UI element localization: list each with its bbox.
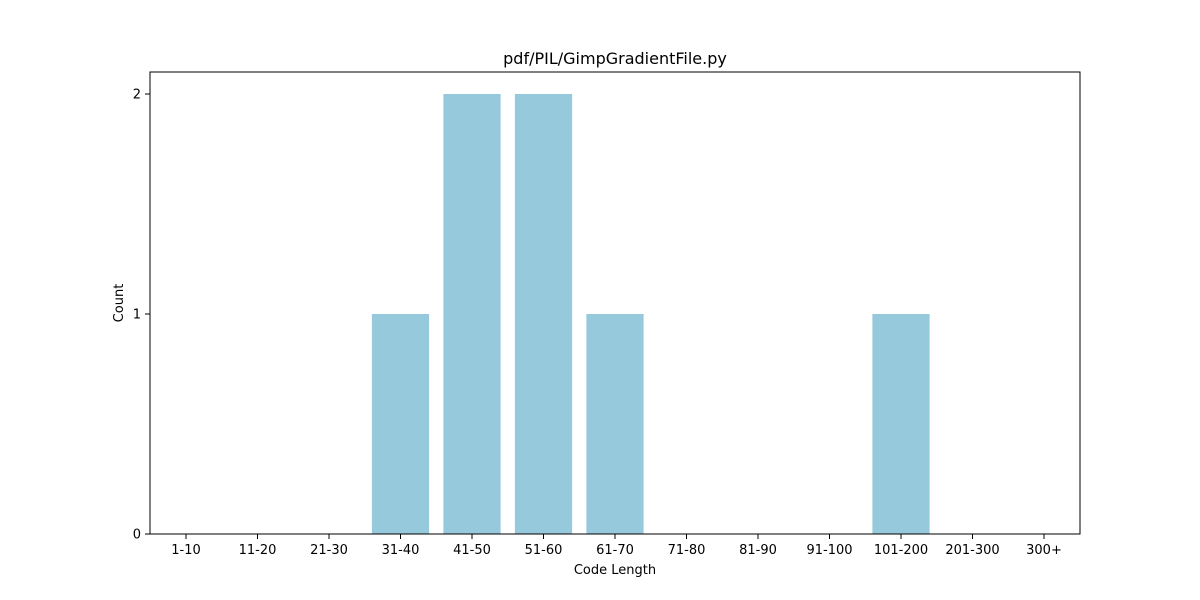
y-axis-ticks: 0 1 2: [133, 88, 150, 543]
x-tick-label: 1-10: [171, 543, 201, 558]
x-tick-label: 101-200: [874, 543, 928, 558]
plot-frame: [149, 71, 1081, 535]
bars-layer: [371, 94, 930, 534]
x-tick-label: 61-70: [596, 543, 634, 558]
x-axis-label: Code Length: [574, 563, 656, 578]
x-tick-label: 41-50: [453, 543, 491, 558]
x-tick-label: 51-60: [525, 543, 563, 558]
x-tick-label: 21-30: [310, 543, 348, 558]
x-tick-label: 11-20: [239, 543, 277, 558]
x-tick-label: 81-90: [739, 543, 777, 558]
chart-title: pdf/PIL/GimpGradientFile.py: [503, 49, 727, 68]
bar-31-40: [371, 314, 430, 534]
x-tick-label: 71-80: [668, 543, 706, 558]
y-tick-label: 0: [133, 528, 141, 543]
x-tick-label: 31-40: [382, 543, 420, 558]
y-tick-label: 2: [133, 88, 141, 103]
bar-41-50: [443, 94, 501, 534]
bar-101-200: [872, 314, 930, 534]
x-tick-label: 91-100: [806, 543, 852, 558]
bar-51-60: [514, 94, 573, 534]
x-tick-label: 201-300: [945, 543, 999, 558]
y-tick-label: 1: [133, 308, 141, 323]
y-axis-label: Count: [112, 284, 127, 323]
x-axis-ticks: 1-10 11-20 21-30 31-40 41-50 51-60 61-70 71-80 8…: [171, 534, 1062, 558]
x-tick-label: 300+: [1026, 543, 1062, 558]
bar-61-70: [586, 314, 644, 534]
